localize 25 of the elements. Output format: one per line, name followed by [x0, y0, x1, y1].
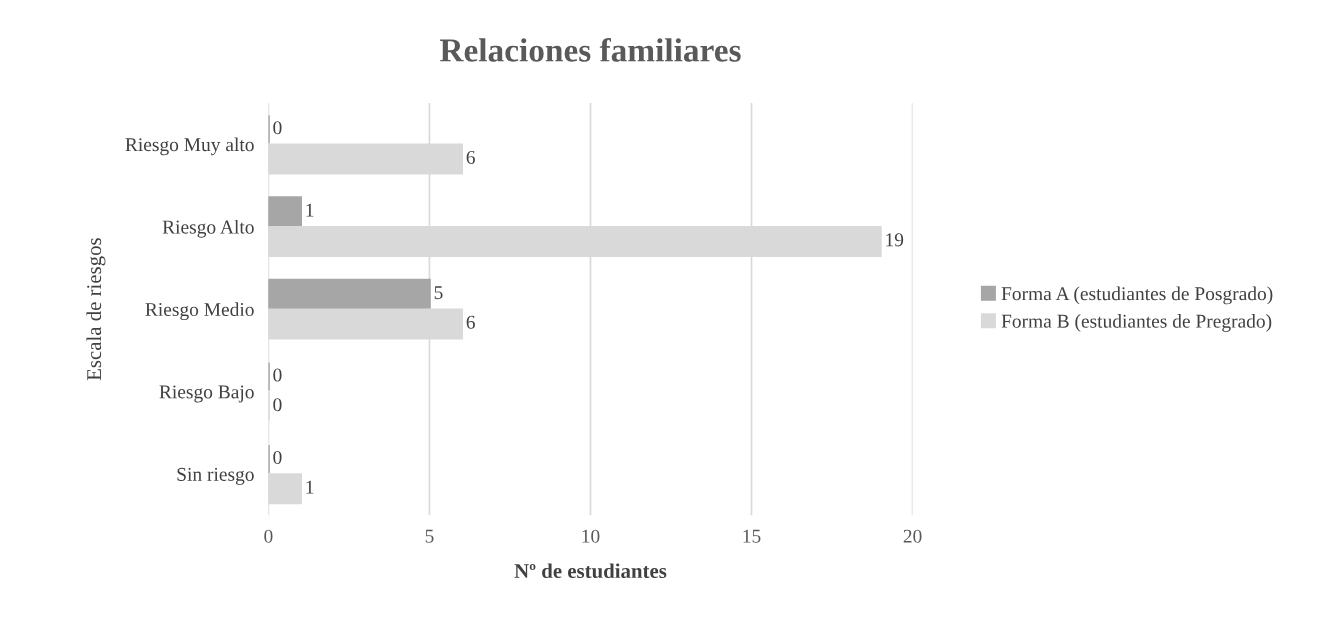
y-axis-title: Escala de riesgos — [86, 238, 106, 381]
data-label: 0 — [273, 368, 282, 382]
y-tick-label: Riesgo Muy alto — [125, 137, 254, 156]
x-tick-label: 20 — [903, 529, 922, 543]
x-tick-label: 5 — [425, 529, 434, 543]
data-label: 1 — [306, 480, 314, 494]
data-label: 6 — [466, 315, 475, 329]
data-label: 1 — [306, 203, 314, 217]
data-label: 0 — [273, 398, 282, 412]
y-tick-label: Riesgo Bajo — [159, 385, 254, 403]
data-label: 0 — [273, 450, 282, 465]
legend-label: Forma B (estudiantes de Pregrado) — [1001, 314, 1272, 332]
data-label: 5 — [434, 286, 443, 300]
data-label: 6 — [466, 150, 475, 164]
chart-title: Relaciones familiares — [439, 37, 741, 62]
x-axis-title: Nº de estudiantes — [514, 563, 667, 579]
data-label: 19 — [886, 233, 904, 247]
legend-label: Forma A (estudiantes de Posgrado) — [1001, 286, 1273, 305]
data-label: 0 — [273, 121, 282, 135]
y-tick-label: Riesgo Alto — [162, 219, 254, 238]
y-tick-label: Riesgo Medio — [145, 302, 254, 321]
y-tick-label: Sin riesgo — [177, 467, 254, 485]
x-tick-label: 15 — [743, 529, 761, 543]
x-tick-label: 10 — [582, 529, 600, 543]
x-tick-label: 0 — [264, 529, 273, 543]
